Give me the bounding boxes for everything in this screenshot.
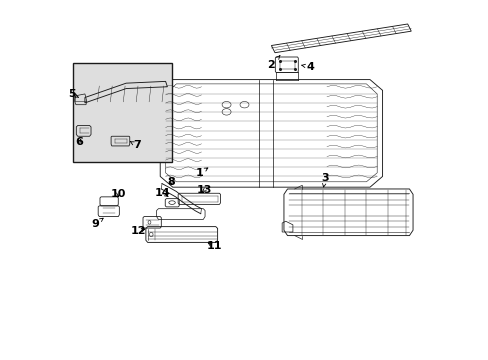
- Text: 12: 12: [131, 226, 146, 236]
- Text: 7: 7: [130, 140, 141, 150]
- Text: 13: 13: [196, 185, 212, 195]
- FancyBboxPatch shape: [73, 63, 171, 162]
- Text: 4: 4: [301, 62, 314, 72]
- Text: 1: 1: [195, 168, 207, 178]
- Text: 2: 2: [267, 55, 280, 70]
- Text: 6: 6: [75, 137, 82, 147]
- Text: 10: 10: [110, 189, 126, 199]
- Text: 14: 14: [155, 188, 170, 198]
- Text: 5: 5: [68, 89, 78, 99]
- Text: 8: 8: [167, 177, 175, 187]
- Text: 9: 9: [92, 218, 103, 229]
- Text: 11: 11: [206, 241, 222, 251]
- Text: 3: 3: [321, 173, 328, 187]
